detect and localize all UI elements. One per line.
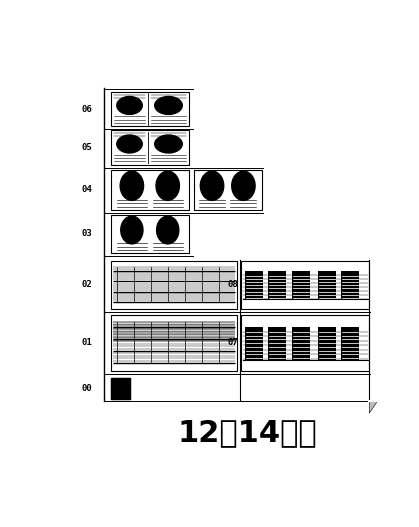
Circle shape: [120, 171, 144, 200]
Bar: [318, 271, 336, 299]
Text: 07: 07: [228, 338, 238, 347]
Text: 06: 06: [81, 104, 92, 114]
Polygon shape: [369, 401, 378, 413]
Bar: [241, 261, 369, 309]
Bar: [341, 327, 359, 359]
Ellipse shape: [117, 96, 142, 114]
Circle shape: [121, 216, 143, 244]
Bar: [111, 315, 237, 371]
Bar: [111, 92, 189, 126]
Bar: [245, 271, 263, 299]
Bar: [292, 327, 310, 359]
Text: 08: 08: [228, 280, 238, 289]
Bar: [268, 327, 286, 359]
Bar: [268, 271, 286, 299]
Circle shape: [200, 171, 224, 200]
Text: 12＾14号楼: 12＾14号楼: [177, 418, 317, 447]
Text: 00: 00: [81, 384, 92, 393]
Bar: [341, 271, 359, 299]
Bar: [318, 327, 336, 359]
Bar: [111, 378, 129, 399]
Bar: [111, 261, 237, 309]
Bar: [241, 315, 369, 371]
Circle shape: [157, 216, 179, 244]
Bar: [111, 170, 189, 210]
Ellipse shape: [117, 135, 142, 153]
Ellipse shape: [155, 96, 182, 114]
Text: 01: 01: [81, 338, 92, 347]
Bar: [292, 271, 310, 299]
Bar: [111, 378, 129, 399]
Ellipse shape: [155, 135, 182, 153]
Text: 02: 02: [81, 280, 92, 289]
Bar: [245, 327, 263, 359]
Text: 05: 05: [81, 143, 92, 152]
Text: 03: 03: [81, 229, 92, 238]
Bar: [194, 170, 262, 210]
Circle shape: [232, 171, 255, 200]
Circle shape: [156, 171, 179, 200]
Text: 04: 04: [81, 186, 92, 194]
Bar: [111, 214, 189, 253]
Bar: [111, 130, 189, 164]
